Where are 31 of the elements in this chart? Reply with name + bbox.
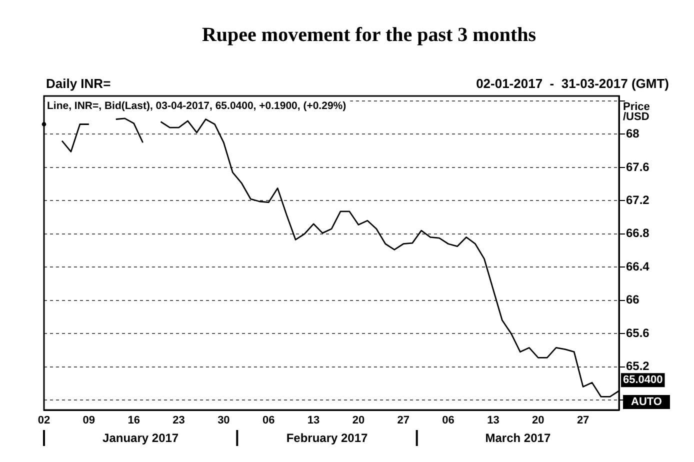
chart-subtitle: Daily INR= <box>46 76 112 91</box>
text: January 2017 <box>102 431 179 445</box>
y-tick-label: 66 <box>626 292 640 307</box>
chart-title: Rupee movement for the past 3 months <box>202 24 536 46</box>
y-tick-label: 66.8 <box>626 226 650 240</box>
x-tick-label: 09 <box>82 414 96 427</box>
x-tick-label: 02 <box>38 414 50 427</box>
y-tick-label: 66.4 <box>626 259 650 274</box>
y-tick-label: 68 <box>626 126 640 141</box>
y-axis-title: Price /USD <box>623 101 650 123</box>
annotation: Line, INR=, Bid(Last), 03-04-2017, 65.0400, +0.1900, (+0.29%) <box>47 100 346 112</box>
y-tick-label: 65.2 <box>626 359 650 374</box>
text: February 2017 <box>286 431 368 445</box>
y-tick-label: 67.6 <box>626 160 650 174</box>
x-tick-label: 20 <box>532 414 544 427</box>
text: 02-01-2017 - 31-03-2017 (GMT) <box>476 76 669 91</box>
text: AUTO <box>631 396 662 408</box>
x-tick-label: 13 <box>307 414 320 427</box>
x-tick-label: 06 <box>262 414 275 427</box>
x-tick-label: 23 <box>172 414 185 427</box>
annotation: 65.0400 <box>623 374 663 386</box>
x-tick-label: 27 <box>576 414 590 427</box>
x-tick-label: 13 <box>487 414 500 427</box>
x-tick-label: 16 <box>128 414 140 427</box>
y-tick-label: 65.6 <box>626 326 650 340</box>
y-tick-label: 67.2 <box>626 192 650 207</box>
x-tick-label: 27 <box>397 414 410 427</box>
text: March 2017 <box>485 431 551 445</box>
x-tick-label: 06 <box>442 414 454 427</box>
x-tick-label: 20 <box>352 414 365 427</box>
x-tick-label: 30 <box>218 414 230 427</box>
